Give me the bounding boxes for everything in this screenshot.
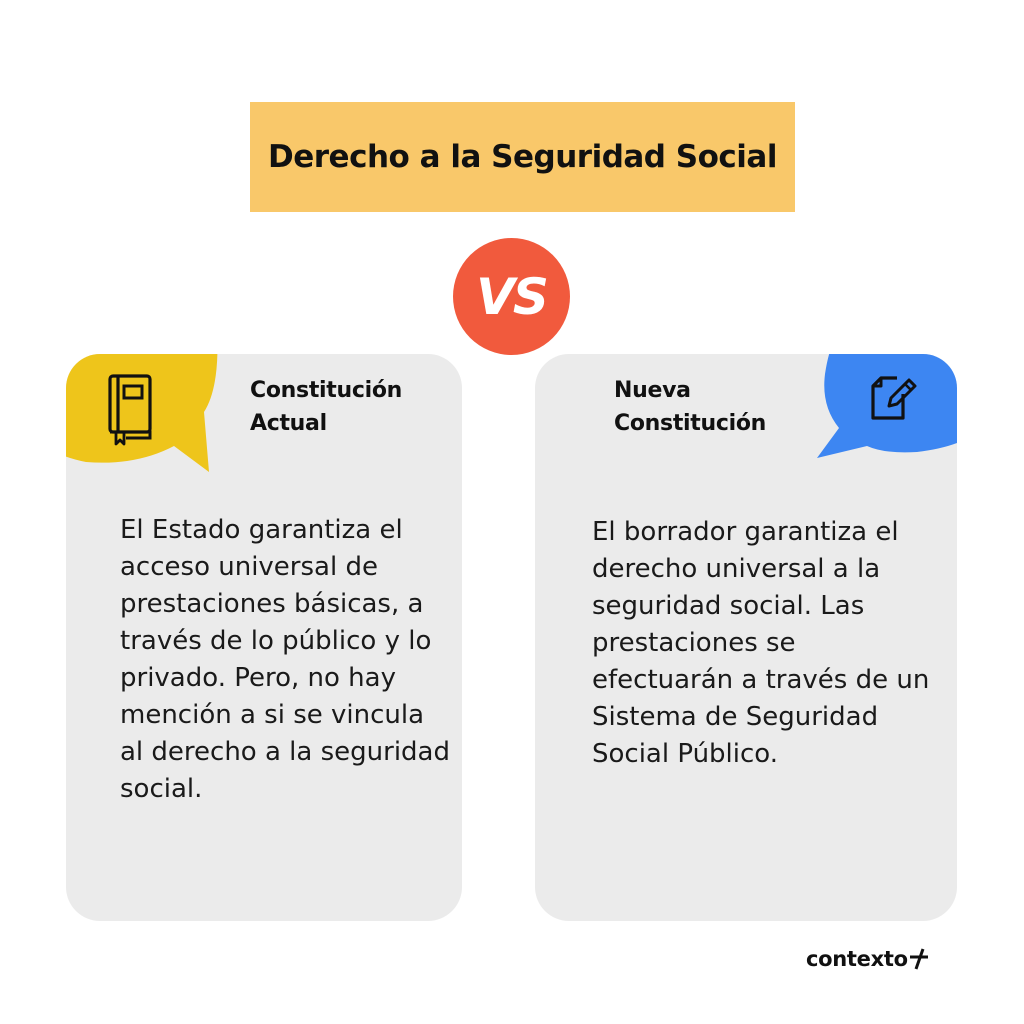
vs-label: VS (476, 267, 549, 326)
card-title-line1: Constitución (250, 378, 403, 403)
speech-bubble-yellow (66, 354, 218, 472)
book-icon (108, 374, 152, 446)
plus-slash-icon (909, 948, 928, 970)
card-title: Nueva Constitución (614, 374, 834, 440)
vs-badge: VS (453, 238, 570, 355)
card-title-line2: Actual (250, 411, 327, 436)
card-title-line1: Nueva (614, 378, 691, 403)
brand-name: contexto (806, 947, 908, 971)
speech-bubble-blue (817, 354, 957, 458)
card-title-line2: Constitución (614, 411, 767, 436)
card-new-constitution: Nueva Constitución El borrador garantiza… (535, 354, 957, 921)
brand-logo: contexto (806, 944, 929, 974)
card-body-text: El borrador garantiza el derecho univers… (592, 517, 930, 769)
card-current-constitution: Constitución Actual El Estado garantiza … (66, 354, 462, 921)
document-edit-icon (871, 376, 917, 420)
card-body-text: El Estado garantiza el acceso universal … (120, 515, 450, 804)
page-title: Derecho a la Seguridad Social (268, 139, 777, 175)
card-title: Constitución Actual (250, 374, 450, 440)
title-banner: Derecho a la Seguridad Social (250, 102, 795, 212)
